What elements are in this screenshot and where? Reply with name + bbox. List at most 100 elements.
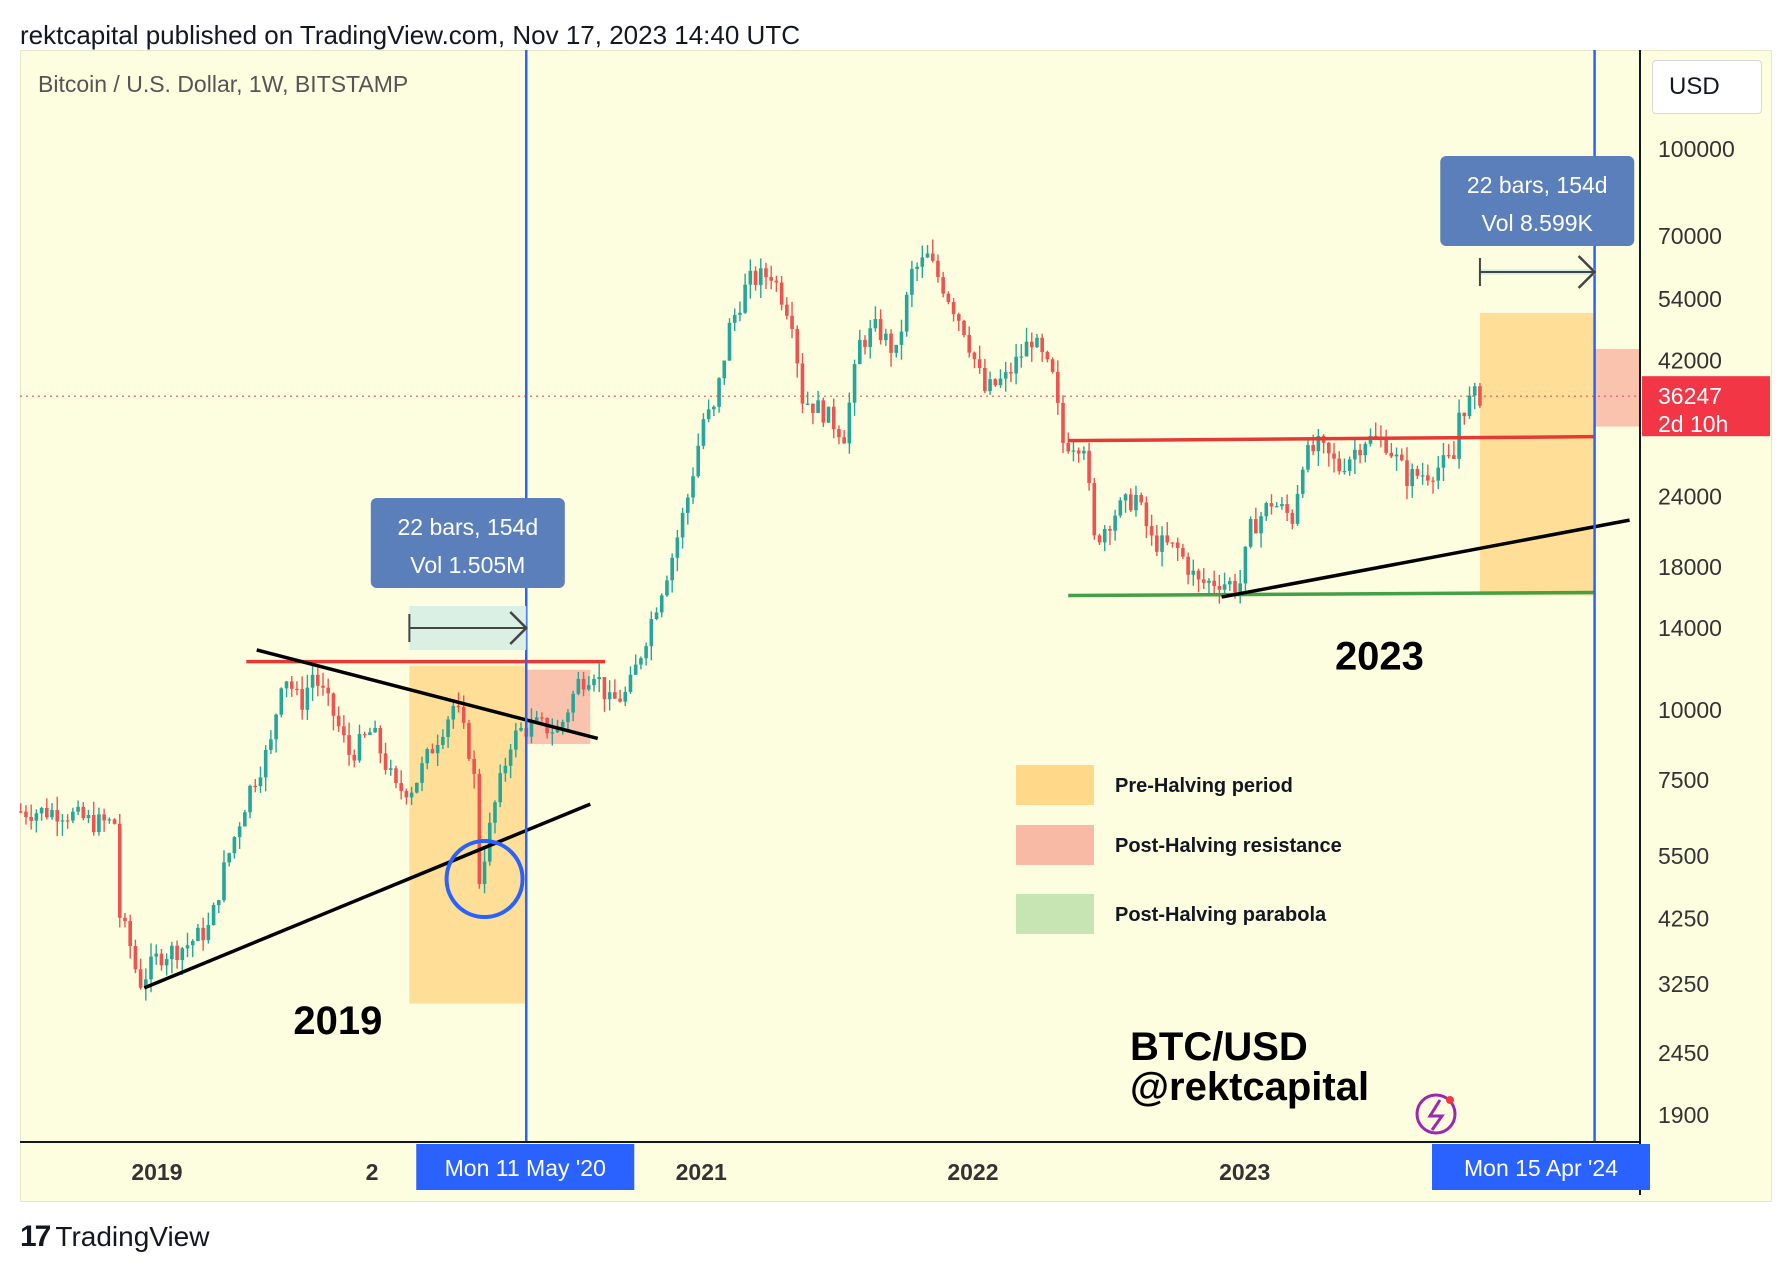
candle — [602, 677, 607, 712]
candle-body — [1233, 581, 1237, 593]
candle — [831, 398, 836, 439]
candle — [24, 805, 28, 825]
candle-body — [675, 537, 680, 558]
candle — [1076, 447, 1081, 463]
candle — [1175, 537, 1180, 562]
candle — [1290, 509, 1295, 530]
candle — [863, 335, 867, 355]
candle — [461, 695, 466, 729]
candle-body — [967, 334, 972, 353]
currency-button[interactable]: USD — [1652, 60, 1762, 114]
candle-body — [128, 921, 132, 947]
candle — [1420, 462, 1425, 485]
candle — [1306, 438, 1310, 473]
candle — [1128, 488, 1133, 512]
candle — [644, 642, 648, 666]
candle-body — [920, 257, 925, 267]
candle-body — [884, 333, 888, 341]
candle — [639, 656, 643, 670]
candle — [1035, 333, 1039, 348]
candle — [597, 663, 602, 693]
candle-body — [592, 678, 596, 686]
candle-body — [446, 719, 450, 737]
candle — [227, 852, 232, 867]
chart-title: Bitcoin / U.S. Dollar, 1W, BITSTAMP — [38, 71, 408, 97]
trend-line — [256, 648, 599, 741]
candle-body — [925, 253, 930, 258]
candle — [1269, 494, 1274, 515]
candle-body — [701, 419, 706, 446]
candle — [347, 722, 351, 766]
candle-body — [628, 674, 633, 692]
candle-body — [1050, 359, 1055, 372]
candle — [409, 786, 414, 805]
candle — [675, 529, 680, 572]
candle-body — [1405, 460, 1409, 487]
candle — [336, 706, 341, 733]
candle — [388, 759, 393, 776]
x-tick-label-partial: 2 — [366, 1159, 379, 1185]
candle-body — [253, 785, 258, 788]
candle — [1467, 386, 1472, 419]
candle-body — [1087, 450, 1091, 484]
candle — [800, 353, 805, 414]
candle — [1452, 441, 1456, 460]
candle — [915, 262, 919, 282]
candle-body — [102, 814, 106, 821]
candle-body — [1170, 542, 1175, 544]
candle — [670, 553, 674, 593]
candle — [1405, 447, 1409, 500]
price-tag — [1642, 376, 1770, 437]
candle — [930, 239, 935, 263]
candle — [263, 745, 268, 792]
candle — [65, 814, 70, 829]
candle — [962, 319, 966, 338]
candle-body — [1149, 526, 1154, 536]
candle — [196, 924, 200, 942]
candle-body — [1347, 459, 1352, 471]
candle — [34, 809, 39, 833]
lightning-icon-bolt — [1427, 1099, 1445, 1131]
candle — [164, 953, 169, 976]
candle — [55, 796, 60, 837]
candle-body — [237, 826, 242, 838]
candle — [1056, 360, 1060, 415]
candle-body — [1191, 570, 1196, 575]
candle — [467, 719, 471, 761]
candle — [430, 743, 435, 754]
candle — [86, 809, 91, 824]
candle-body — [508, 749, 513, 766]
candle — [1149, 514, 1154, 546]
candle — [805, 391, 810, 406]
candle-body — [1358, 449, 1362, 456]
candle-body — [514, 730, 518, 750]
candle — [586, 676, 591, 691]
candle-body — [420, 763, 424, 783]
measure-box — [370, 498, 565, 588]
candle-body — [1384, 438, 1388, 453]
candle — [243, 809, 247, 827]
candle — [1212, 570, 1216, 595]
candle — [1373, 422, 1378, 439]
candle — [175, 940, 179, 969]
candle — [686, 493, 690, 525]
candle-body — [1389, 452, 1394, 457]
candle-body — [18, 811, 23, 813]
candle-body — [211, 905, 216, 926]
candle-body — [785, 304, 789, 316]
candle-body — [1181, 548, 1185, 557]
candle-body — [321, 685, 325, 688]
zone-pre_halving — [1479, 312, 1595, 596]
candle — [753, 266, 758, 291]
candle — [1087, 442, 1091, 491]
candle — [133, 939, 138, 974]
candle — [81, 802, 86, 821]
candle-body — [206, 925, 211, 941]
candle-body — [863, 339, 867, 347]
y-tick-label: 42000 — [1658, 347, 1722, 373]
candle-body — [1264, 503, 1269, 517]
candle-body — [873, 319, 878, 329]
candle — [837, 425, 841, 445]
halving-date-tag — [1432, 1144, 1650, 1190]
